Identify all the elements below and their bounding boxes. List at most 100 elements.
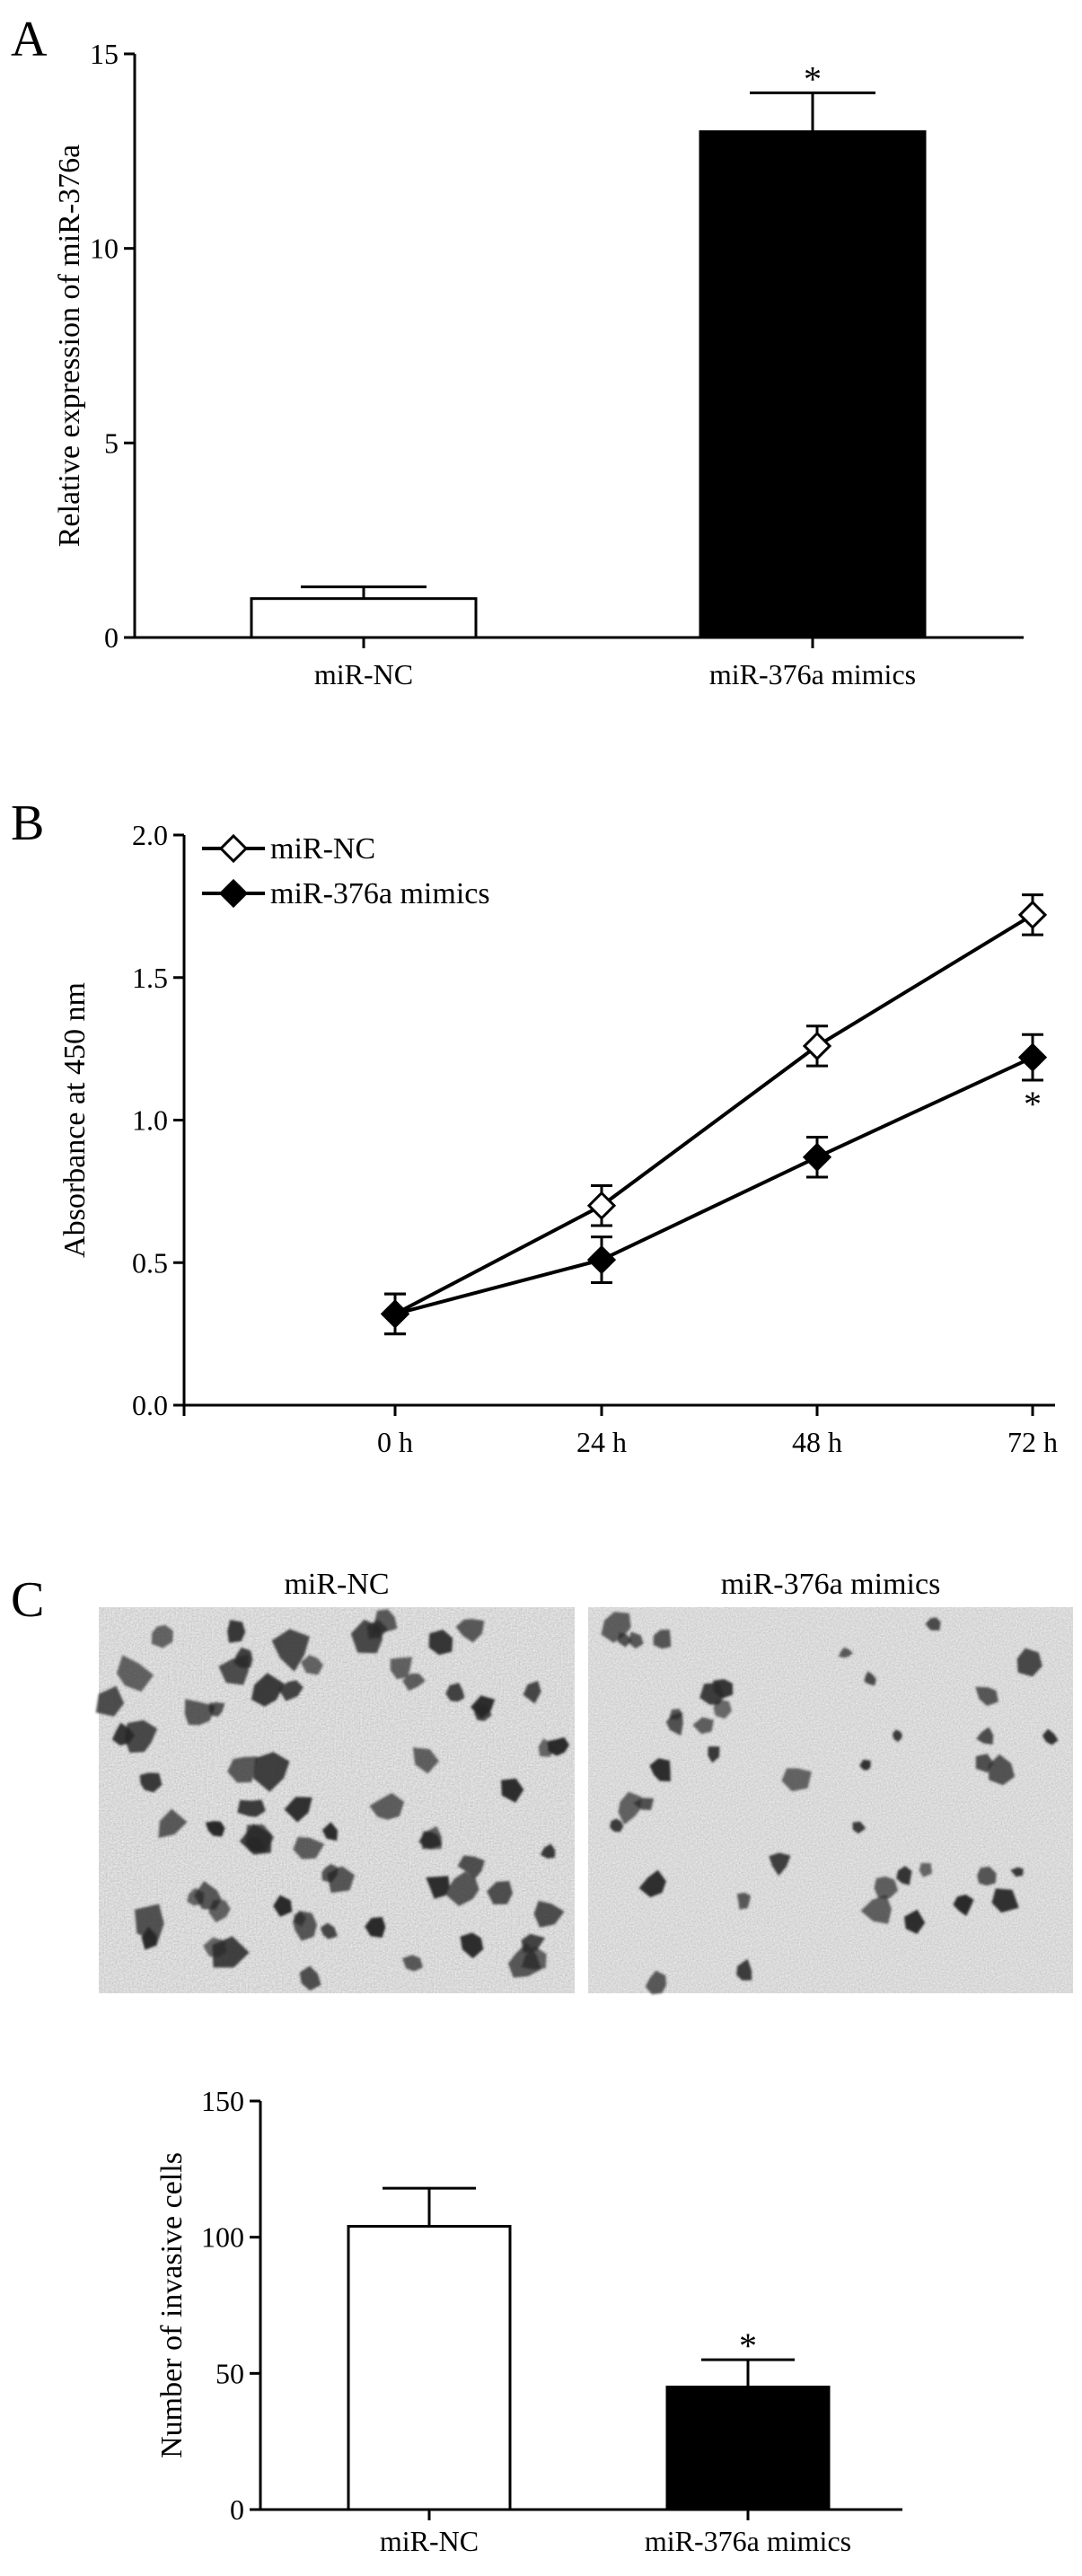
y-tick-label: 15 <box>90 38 119 70</box>
micrograph-mir-nc <box>95 1607 575 1993</box>
cell-blob <box>769 1852 791 1877</box>
cell-blob <box>975 1754 994 1773</box>
cell-blob <box>273 1895 293 1917</box>
significance-marker: * <box>739 2325 757 2366</box>
cell-blob <box>1016 1648 1042 1677</box>
cell-blob <box>117 1655 154 1692</box>
cell-blob <box>299 1965 321 1991</box>
y-tick-label: 50 <box>216 2357 244 2389</box>
micrograph-mir-376a-mimics <box>588 1607 1073 1995</box>
cell-blob <box>487 1880 513 1904</box>
cell-blob <box>533 1901 565 1928</box>
cell-blob <box>455 1619 485 1643</box>
cell-blob <box>420 1831 442 1850</box>
cell-blob <box>1010 1867 1024 1877</box>
cell-blob <box>292 1911 317 1941</box>
cell-blob <box>540 1843 556 1859</box>
cell-blob <box>365 1917 386 1939</box>
bar-mir-nc <box>347 2225 512 2511</box>
cell-blob <box>111 1722 135 1746</box>
cell-blob <box>852 1821 866 1834</box>
cell-blob <box>896 1866 912 1886</box>
cell-blob <box>976 1727 994 1745</box>
cell-blob <box>919 1862 933 1877</box>
cell-blob <box>252 1752 290 1792</box>
cell-blob <box>135 1903 164 1943</box>
cell-blob <box>293 1836 325 1859</box>
cell-blob <box>904 1909 926 1934</box>
data-point-mir-nc <box>802 1031 832 1061</box>
cell-blob <box>601 1612 631 1643</box>
cell-blob <box>320 1922 338 1939</box>
y-axis-title: Relative expression of miR-376a <box>53 145 86 548</box>
chart-a: 0 5 10 15 Relative expression of miR-376a miR… <box>53 38 1024 690</box>
cell-blob <box>444 1871 479 1906</box>
cell-blob <box>618 1791 642 1825</box>
data-point-mir-376a-mimics <box>586 1244 617 1275</box>
cell-blob <box>736 1892 751 1910</box>
cell-blob <box>523 1681 541 1704</box>
cell-blob <box>736 1958 752 1981</box>
significance-marker: * <box>804 58 822 99</box>
data-point-mir-376a-mimics <box>802 1142 832 1172</box>
cell-blob <box>151 1624 173 1648</box>
cell-blob <box>372 1609 398 1634</box>
bar-mir-nc <box>250 597 478 639</box>
cell-blob <box>669 1709 682 1720</box>
cell-blob <box>139 1772 163 1793</box>
cell-blob <box>991 1888 1019 1913</box>
cell-blob <box>975 1686 998 1706</box>
x-tick-label: 0 h <box>377 1426 413 1458</box>
cell-blob <box>638 1869 666 1898</box>
y-tick-label: 100 <box>201 2221 244 2254</box>
cell-blob <box>859 1759 871 1771</box>
cell-blob <box>874 1876 899 1899</box>
cell-blob <box>1042 1728 1059 1745</box>
cell-blob <box>321 1863 339 1883</box>
cell-blob <box>218 1654 249 1685</box>
cell-blob <box>988 1754 1016 1786</box>
data-point-mir-nc <box>1017 900 1048 930</box>
cell-blob <box>925 1617 941 1631</box>
cell-blob <box>653 1629 672 1649</box>
cell-blob <box>402 1673 426 1692</box>
photo-label-mir-nc: miR-NC <box>284 1568 389 1601</box>
cell-blob <box>271 1629 310 1672</box>
chart-b: 0.0 0.5 1.0 1.5 2.0 Absorbance at 450 nm 0 h 24… <box>58 819 1058 1458</box>
y-axis-title: Absorbance at 450 nm <box>58 982 92 1258</box>
cell-blob <box>251 1673 285 1707</box>
panel-letter-a: A <box>11 12 48 67</box>
x-tick-label: miR-376a mimics <box>645 2525 851 2557</box>
cell-blob <box>402 1955 424 1972</box>
cell-blob <box>284 1797 312 1823</box>
cell-blob <box>507 1942 541 1978</box>
cell-blob <box>445 1683 465 1702</box>
cell-blob <box>953 1895 974 1916</box>
cell-blob <box>369 1792 405 1820</box>
cell-blob <box>278 1680 303 1701</box>
cell-blob <box>428 1630 453 1656</box>
cell-blob <box>227 1756 258 1783</box>
cell-blob <box>860 1895 892 1924</box>
y-tick-label: 1.0 <box>132 1104 168 1137</box>
cell-blob <box>471 1695 496 1719</box>
y-tick-label: 5 <box>104 426 119 459</box>
cell-blob <box>158 1808 188 1839</box>
panel-letter-b: B <box>11 796 44 851</box>
cell-blob <box>203 1937 227 1957</box>
cell-blob <box>227 1620 246 1643</box>
photo-label-mir-376a-mimics: miR-376a mimics <box>721 1568 941 1601</box>
cell-blob <box>838 1647 853 1658</box>
y-tick-label: 0 <box>104 621 119 654</box>
panel-letter-c: C <box>11 1572 44 1628</box>
chart-c: 0 50 100 150 Number of invasive cells miR-NC m… <box>155 2085 902 2557</box>
y-axis-title: Number of invasive cells <box>155 2152 189 2458</box>
x-tick-label: miR-NC <box>380 2525 479 2557</box>
x-tick-label: 72 h <box>1007 1426 1058 1458</box>
cell-blob <box>692 1717 714 1735</box>
legend-marker-mir-nc <box>218 833 249 864</box>
series-line-mir-376a-mimics <box>394 1055 1034 1316</box>
y-tick-label: 0.5 <box>132 1246 168 1279</box>
legend-marker-mir-376a-mimics <box>218 878 249 909</box>
